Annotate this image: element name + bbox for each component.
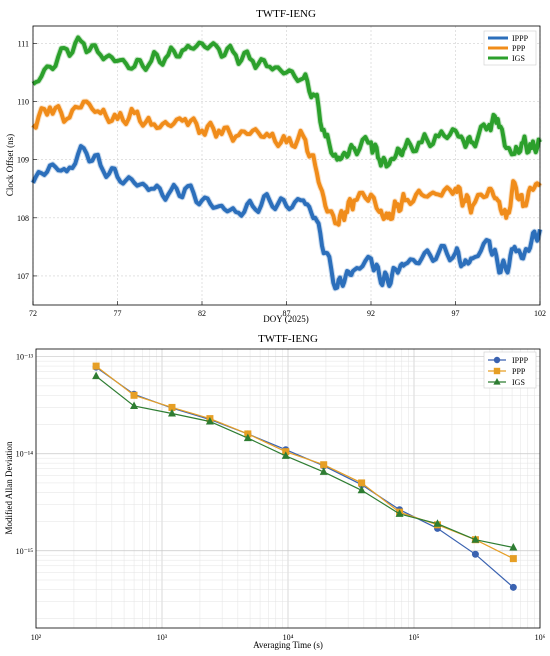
series-lines (30, 34, 543, 292)
legend: IPPP PPP IGS (483, 351, 537, 389)
igs-point (130, 401, 139, 410)
tick-labels: 72 77 82 87 92 97 102 107 108 109 110 111 (17, 39, 546, 318)
ippp-point (509, 583, 517, 591)
y-tick-label: 10⁻¹³ (16, 353, 34, 362)
legend-label-ppp: PPP (512, 44, 526, 53)
x-tick-label: 82 (198, 309, 206, 318)
x-tick-label: 10⁶ (535, 633, 546, 642)
igs-point (433, 519, 442, 527)
plot-frame (32, 25, 541, 306)
legend-label-igs: IGS (512, 378, 525, 387)
y-tick-label: 10⁻¹⁴ (16, 450, 34, 459)
igs-point (357, 485, 366, 494)
x-tick-label: 10² (31, 633, 42, 642)
chart-title: TWTF-IENG (258, 333, 318, 345)
y-tick-label: 111 (18, 39, 29, 48)
series-line-igs (31, 35, 542, 169)
plot-frame (35, 348, 541, 629)
chart-title: TWTF-IENG (256, 8, 316, 20)
y-tick-label: 109 (17, 156, 29, 165)
y-tick-label: 108 (17, 214, 29, 223)
x-axis-label: Averaging Time (s) (253, 640, 323, 650)
x-tick-label: 72 (29, 309, 37, 318)
y-tick-label: 10⁻¹⁵ (16, 547, 34, 556)
ippp-point (471, 550, 479, 558)
igs-point (395, 509, 404, 517)
x-tick-label: 10⁵ (409, 633, 420, 642)
igs-point (205, 416, 214, 425)
ppp-point (320, 461, 328, 469)
series-line-ppp (95, 365, 514, 560)
igs-point (92, 371, 101, 380)
y-tick-label: 110 (17, 98, 29, 107)
x-tick-label: 77 (114, 309, 122, 318)
ppp-point (358, 479, 366, 487)
x-tick-label: 10³ (157, 633, 168, 642)
y-axis-label: Clock Offset (ns) (5, 134, 15, 196)
series-line-igs (95, 375, 514, 549)
x-axis-label: DOY (2025) (263, 314, 308, 324)
y-axis-label: Modified Allan Deviation (4, 441, 14, 534)
ppp-point (168, 403, 176, 411)
ppp-point (509, 555, 517, 563)
ppp-point (130, 391, 138, 399)
legend-marker-ippp (493, 356, 501, 364)
x-tick-label: 10⁴ (283, 633, 294, 642)
igs-point (319, 467, 328, 475)
x-tick-label: 87 (283, 309, 291, 318)
legend-marker-ppp (493, 367, 501, 375)
ppp-point (92, 362, 100, 370)
series-line-ippp (31, 144, 542, 291)
x-tick-label: 97 (452, 309, 460, 318)
x-tick-label: 92 (367, 309, 375, 318)
allan-deviation-chart: 10² 10³ 10⁴ 10⁵ 10⁶ 10⁻¹⁵ 10⁻¹⁴ 10⁻¹³ TWTF-IENG… (4, 333, 546, 650)
igs-point (471, 535, 480, 543)
legend-marker-igs (493, 378, 501, 385)
x-tick-label: 102 (534, 309, 546, 318)
clock-offset-chart: 72 77 82 87 92 97 102 107 108 109 110 111 TWTF-IENG… (5, 8, 546, 324)
legend-label-igs: IGS (512, 54, 525, 63)
igs-point (281, 451, 290, 459)
igs-point (509, 543, 518, 551)
legend-label-ippp: IPPP (512, 356, 529, 365)
tick-labels: 10² 10³ 10⁴ 10⁵ 10⁶ 10⁻¹⁵ 10⁻¹⁴ 10⁻¹³ (16, 353, 546, 642)
legend-label-ippp: IPPP (512, 34, 529, 43)
y-tick-label: 107 (17, 272, 29, 281)
legend-label-ppp: PPP (512, 367, 526, 376)
igs-point (243, 433, 252, 442)
igs-point (167, 408, 176, 417)
series-line-ppp (31, 99, 542, 227)
series-lines (92, 362, 518, 591)
